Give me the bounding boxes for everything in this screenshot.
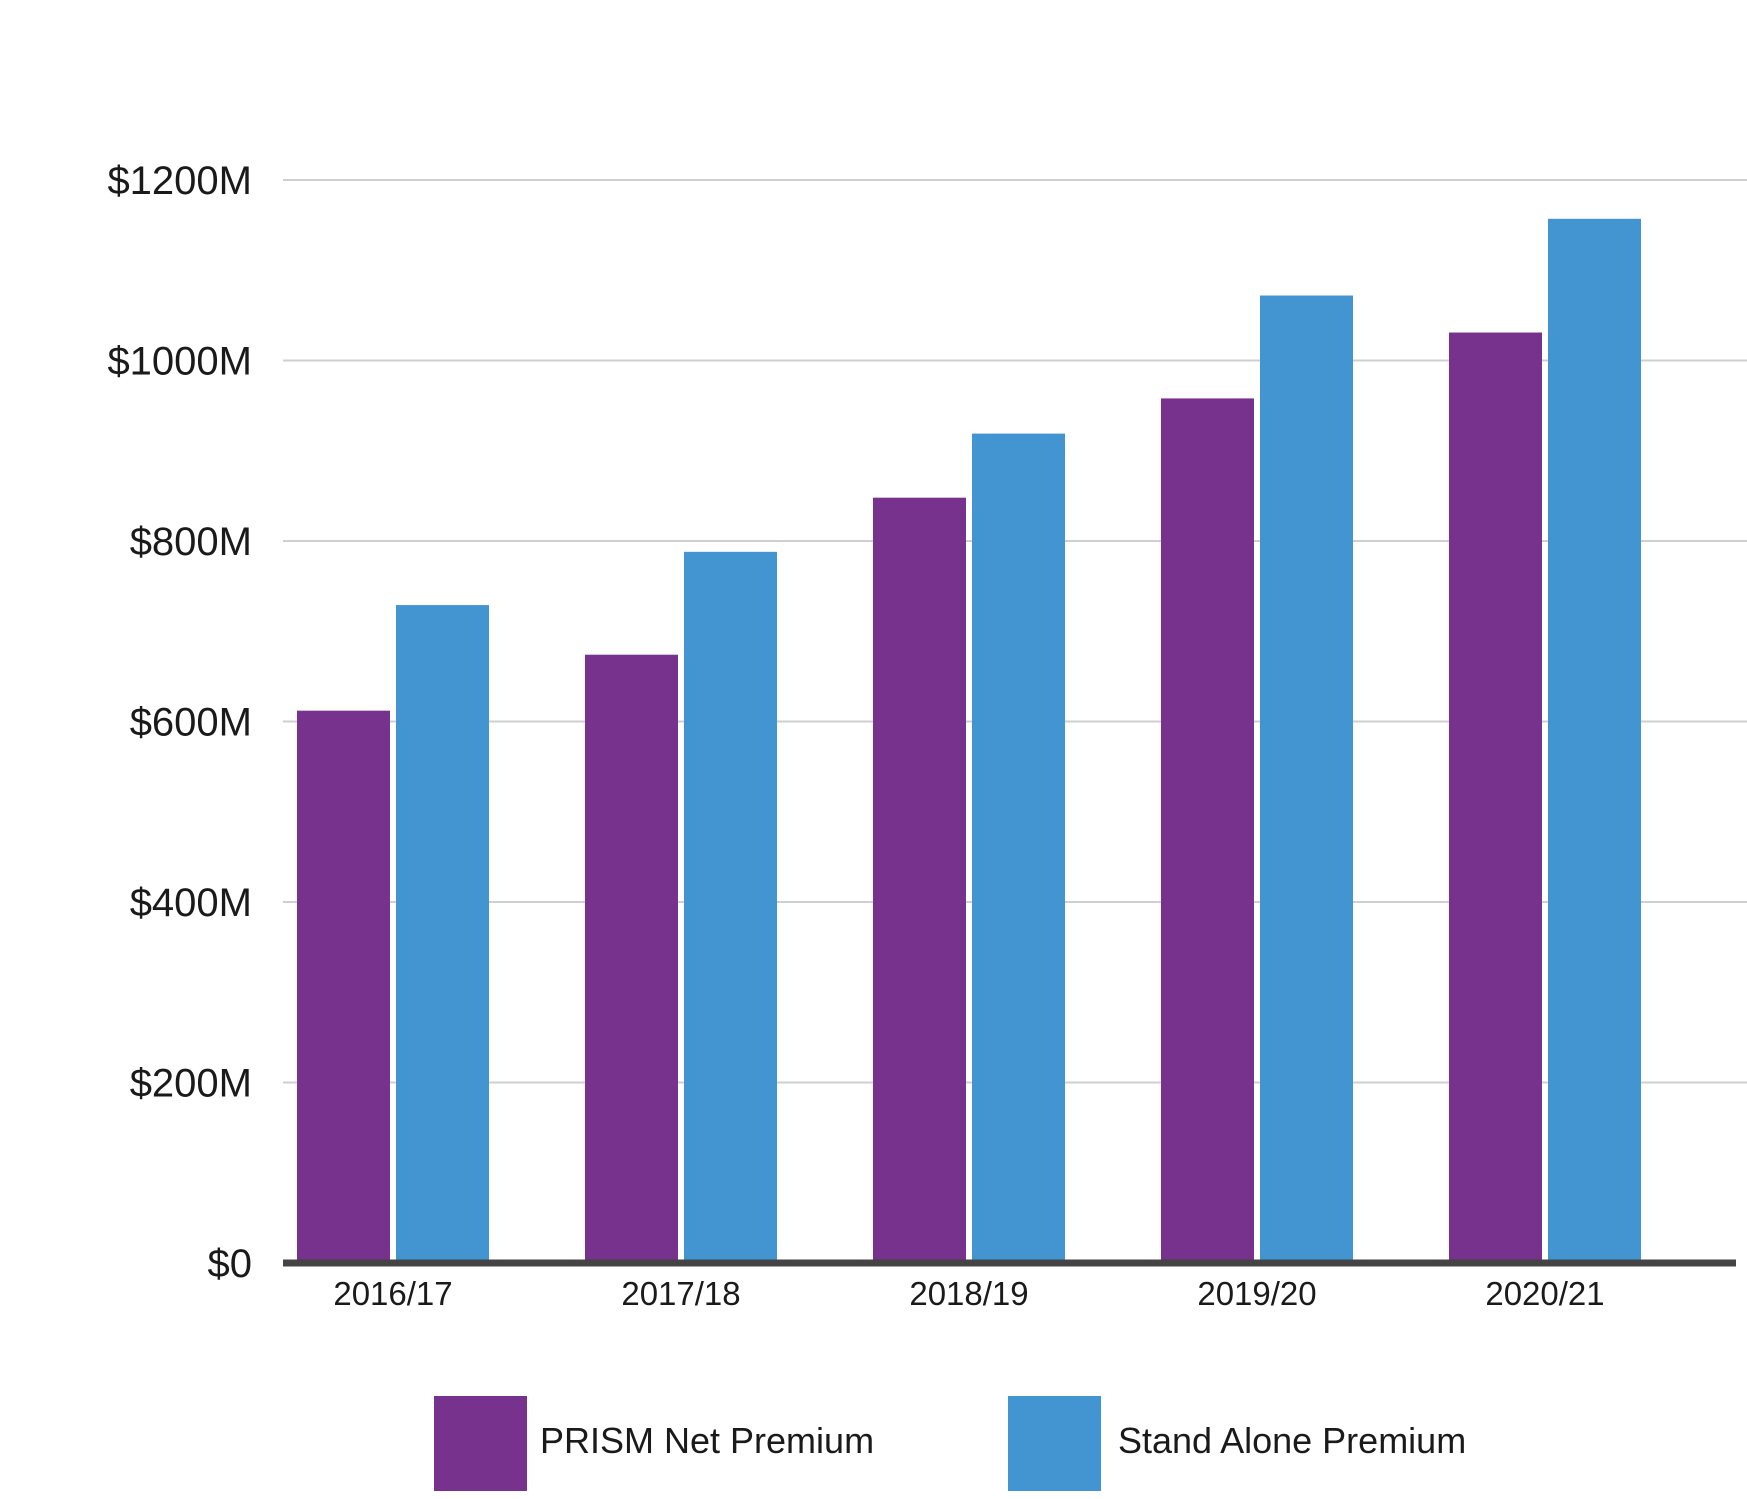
legend-swatch: [1008, 1396, 1101, 1491]
y-axis: $0 $200M $400M $600M $800M $1000M $1200M: [107, 159, 252, 1286]
bar-stand-alone-premium: [1260, 295, 1353, 1263]
bar-stand-alone-premium: [396, 605, 489, 1263]
x-tick-label: 2020/21: [1485, 1275, 1604, 1312]
x-tick-label: 2019/20: [1197, 1275, 1316, 1312]
legend-label: Stand Alone Premium: [1118, 1420, 1466, 1461]
bars: [297, 218, 1641, 1264]
legend: PRISM Net Premium Stand Alone Premium: [434, 1396, 1466, 1491]
y-tick-label: $600M: [130, 701, 252, 745]
bar-stand-alone-premium: [1548, 218, 1641, 1263]
bar-prism-net-premium: [873, 497, 966, 1263]
bar-prism-net-premium: [1161, 398, 1254, 1263]
bar-prism-net-premium: [1449, 332, 1542, 1264]
y-tick-label: $800M: [130, 520, 252, 564]
y-tick-label: $1200M: [107, 159, 252, 203]
x-axis: 2016/17 2017/18 2018/19 2019/20 2020/21: [333, 1275, 1604, 1312]
y-tick-label: $200M: [130, 1062, 252, 1106]
x-tick-label: 2016/17: [333, 1275, 452, 1312]
bar-prism-net-premium: [297, 710, 390, 1263]
y-tick-label: $0: [208, 1242, 253, 1286]
x-tick-label: 2018/19: [909, 1275, 1028, 1312]
y-tick-label: $1000M: [107, 340, 252, 384]
legend-swatch: [434, 1396, 527, 1491]
bar-stand-alone-premium: [684, 551, 777, 1263]
x-tick-label: 2017/18: [621, 1275, 740, 1312]
bar-stand-alone-premium: [972, 433, 1065, 1263]
bar-prism-net-premium: [585, 654, 678, 1263]
y-tick-label: $400M: [130, 881, 252, 925]
legend-label: PRISM Net Premium: [540, 1420, 874, 1461]
